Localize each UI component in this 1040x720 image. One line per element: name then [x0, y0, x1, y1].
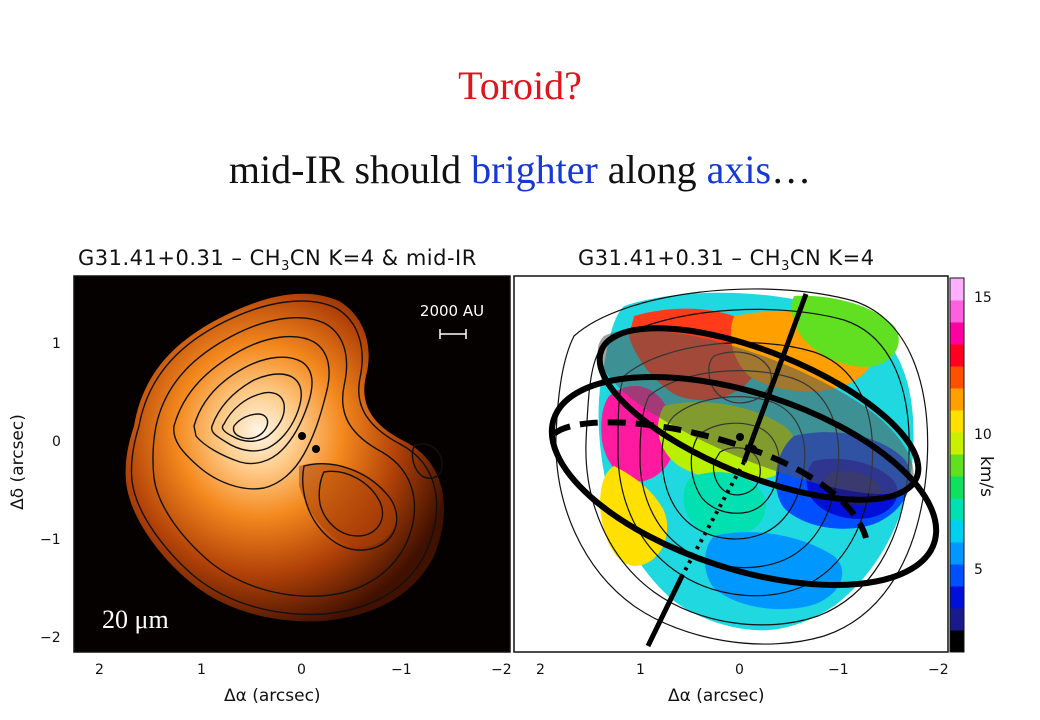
colorbar-step-16 — [950, 278, 964, 301]
contours-left — [130, 300, 443, 616]
left-panel-image: 2000 AU 20 μm — [73, 275, 511, 653]
colorbar-step-15 — [950, 300, 964, 323]
colorbar — [949, 277, 965, 653]
left-xtick-4: −2 — [491, 662, 512, 678]
colorbar-step-9 — [950, 432, 964, 455]
source-marker-1 — [298, 432, 306, 440]
right-xtick-0: 2 — [536, 662, 545, 678]
left-ytick-0: 1 — [52, 336, 61, 352]
right-xtick-2: 0 — [735, 662, 744, 678]
colorbar-step-6 — [950, 498, 964, 521]
colorbar-step-5 — [950, 520, 964, 543]
source-marker-r2 — [749, 445, 757, 453]
right-title-suffix: CN K=4 — [789, 246, 875, 270]
right-xtick-4: −2 — [928, 662, 949, 678]
subtitle-part-4: … — [771, 147, 812, 192]
right-xtick-3: −1 — [828, 662, 849, 678]
subtitle-part-1: brighter — [471, 147, 598, 192]
left-xtick-3: −1 — [391, 662, 412, 678]
left-ytick-1: 0 — [52, 434, 61, 450]
left-panel-title: G31.41+0.31 – CH3CN K=4 & mid-IR — [78, 246, 477, 274]
dust-arm — [299, 462, 397, 547]
right-panel-title: G31.41+0.31 – CH3CN K=4 — [578, 246, 875, 274]
colorbar-step-11 — [950, 388, 964, 411]
left-title-sub: 3 — [281, 259, 290, 275]
left-title-suffix: CN K=4 & mid-IR — [289, 246, 477, 270]
right-xlabel: Δα (arcsec) — [668, 686, 765, 706]
source-marker-2 — [312, 445, 320, 453]
left-xtick-0: 2 — [95, 662, 104, 678]
right-title-prefix: G31.41+0.31 – CH — [578, 246, 782, 270]
outflow-axis-hidden — [680, 461, 746, 577]
colorbar-step-13 — [950, 344, 964, 367]
colorbar-tick-5: 5 — [974, 562, 983, 578]
colorbar-step-2 — [950, 586, 964, 609]
right-panel-image — [513, 275, 949, 653]
scale-bar-label: 2000 AU — [420, 302, 484, 320]
colorbar-step-14 — [950, 322, 964, 345]
colorbar-step-10 — [950, 410, 964, 433]
slide-title: Toroid? — [458, 63, 582, 108]
right-xtick-1: 1 — [636, 662, 645, 678]
colorbar-step-0 — [950, 630, 964, 653]
left-xtick-2: 0 — [297, 662, 306, 678]
colorbar-step-3 — [950, 564, 964, 587]
colorbar-step-12 — [950, 366, 964, 389]
subtitle-part-0: mid-IR should — [228, 147, 472, 192]
colorbar-tick-10: 10 — [974, 427, 992, 443]
subtitle-part-3: axis — [706, 147, 772, 192]
colorbar-step-8 — [950, 454, 964, 477]
left-ytick-3: −2 — [40, 630, 61, 646]
colorbar-step-4 — [950, 542, 964, 565]
wavelength-label: 20 μm — [102, 605, 169, 634]
left-title-prefix: G31.41+0.31 – CH — [78, 246, 282, 270]
toroid-top-shading — [597, 329, 914, 495]
slide-subtitle: mid-IR should brighter along axis… — [0, 146, 1040, 193]
left-xlabel: Δα (arcsec) — [224, 686, 321, 706]
colorbar-tick-15: 15 — [974, 290, 992, 306]
left-xtick-1: 1 — [197, 662, 206, 678]
subtitle-part-2: along — [597, 147, 707, 192]
left-ylabel: Δδ (arcsec) — [7, 414, 28, 510]
colorbar-label: km/s — [976, 456, 996, 497]
colorbar-step-7 — [950, 476, 964, 499]
left-ytick-2: −1 — [40, 532, 61, 548]
right-title-sub: 3 — [781, 259, 790, 275]
source-marker-r1 — [736, 433, 744, 441]
outflow-axis — [741, 293, 809, 463]
colorbar-step-1 — [950, 608, 964, 631]
